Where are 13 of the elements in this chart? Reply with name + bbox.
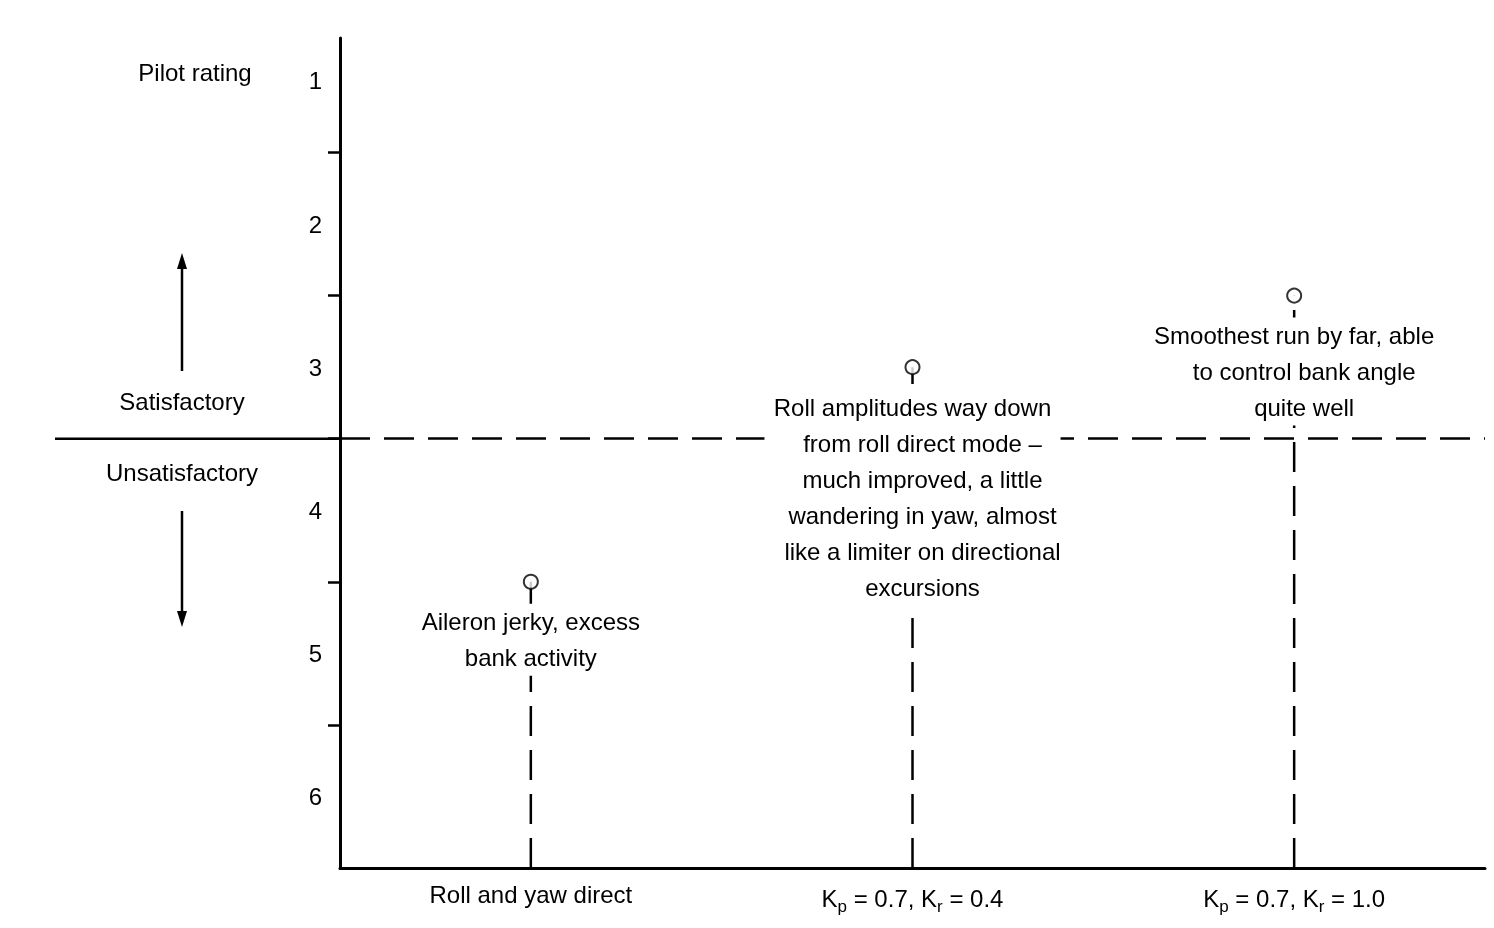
y-tick-label: 4 [308,496,322,524]
annotation: Smoothest run by far, able to control bank angle quite well [1154,322,1435,422]
y-tick-label: 3 [308,353,322,381]
y-tick-label: 2 [308,210,322,238]
text: Unsatisfactory [105,459,259,487]
y-tick-label: 6 [308,782,322,810]
annotation: Roll amplitudes way down from roll direct mode – much improved, a little wandering in yaw, almost like a limiter on directional excursions [764,393,1061,601]
y-tick-label: 1 [308,67,322,95]
annotation: Aileron jerky, excess bank activity [421,608,640,672]
text: Satisfactory [119,388,245,416]
x-tick-label: Roll and yaw direct [429,880,633,908]
y-tick-label: 5 [308,639,322,667]
y-axis-title: Pilot rating [138,59,252,87]
